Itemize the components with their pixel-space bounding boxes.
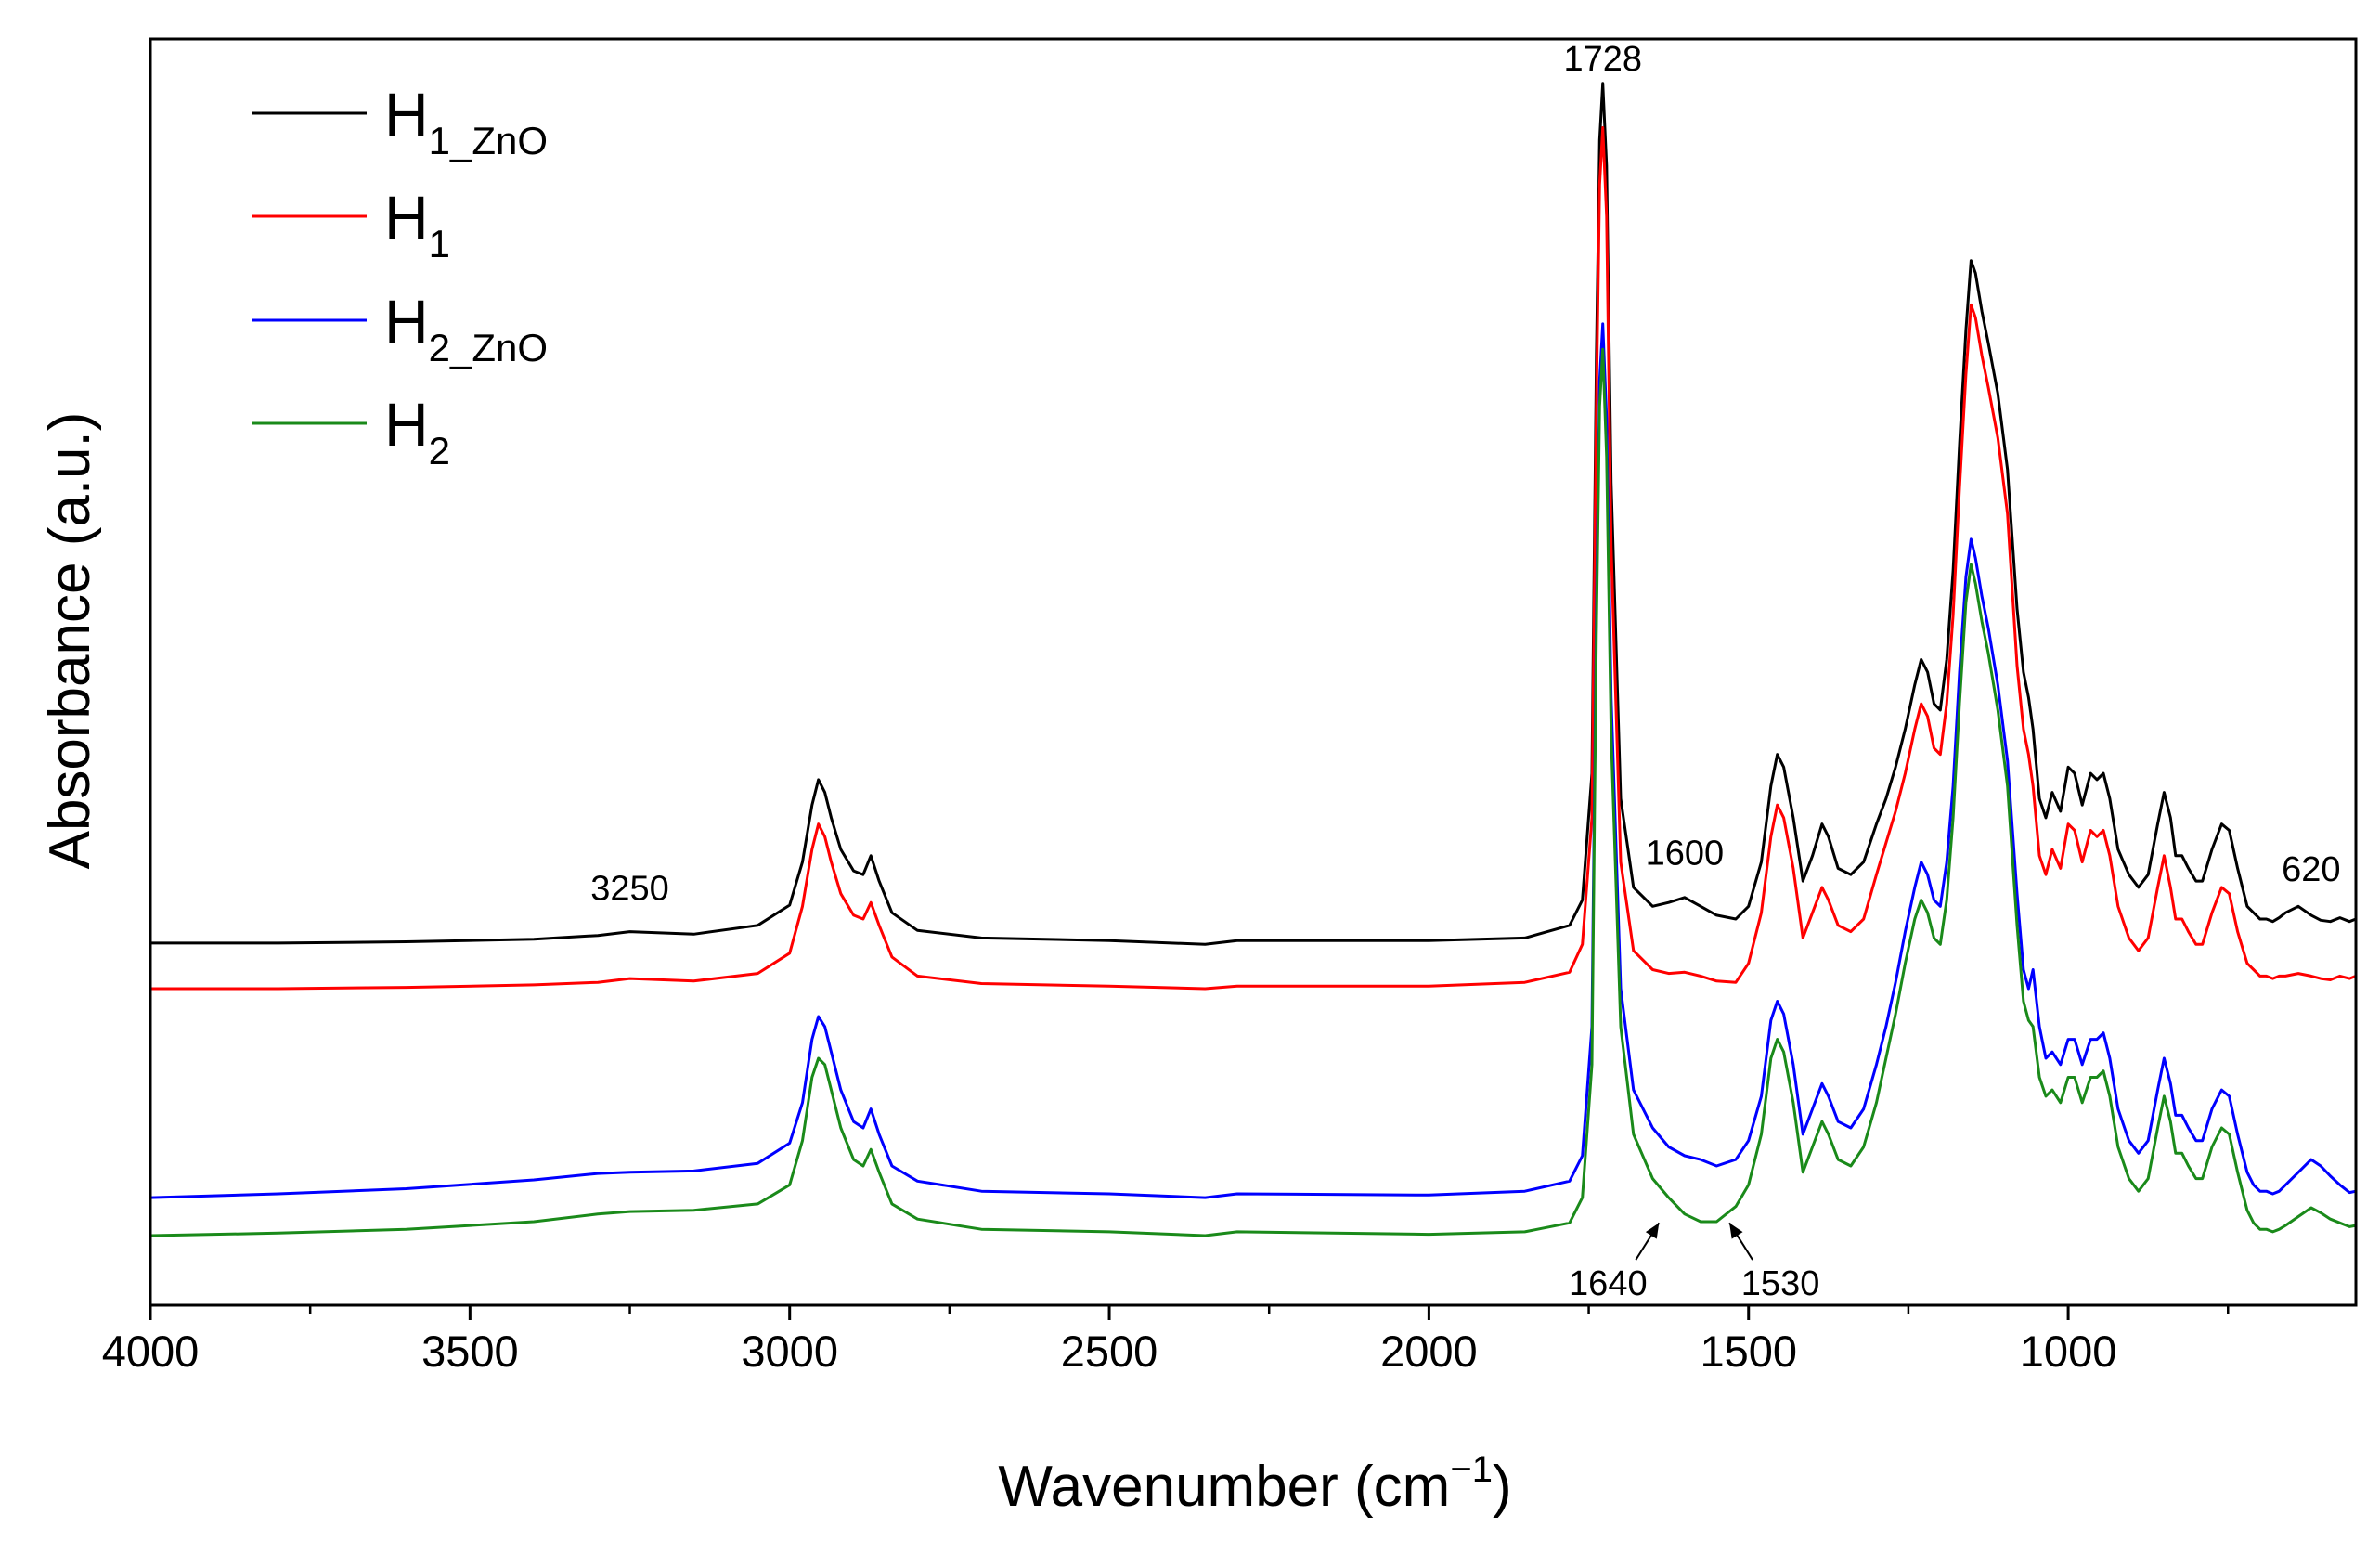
- x-tick-label: 2000: [1380, 1327, 1478, 1376]
- peak-arrowhead-1530: [1729, 1223, 1743, 1239]
- legend-label-h1: H: [384, 183, 429, 252]
- legend: H1_ZnO H1 H2_ZnO H2: [252, 80, 548, 473]
- series-line-h1: [150, 126, 2357, 991]
- plot-frame: [149, 37, 2358, 1307]
- legend-entry-h2-zno: H2_ZnO: [252, 287, 548, 369]
- series-line-h2: [149, 347, 2357, 1237]
- series-line-h2-zno: [149, 322, 2357, 1199]
- peak-label-1600: 1600: [1646, 834, 1725, 873]
- legend-entry-h2: H2: [252, 390, 450, 473]
- x-axis-title-superscript: −1: [1450, 1449, 1493, 1490]
- svg-text:H1_ZnO: H1_ZnO: [384, 80, 548, 162]
- x-tick-label: 3000: [741, 1327, 838, 1376]
- x-tick-label: 3500: [421, 1327, 519, 1376]
- x-tick-label: 2500: [1061, 1327, 1158, 1376]
- legend-label-h2-zno: H: [384, 287, 429, 356]
- x-axis-title: Wavenumber (cm−1): [998, 1449, 1511, 1519]
- peak-label-1640: 1640: [1569, 1264, 1648, 1303]
- x-axis-title-main: Wavenumber (cm: [998, 1455, 1450, 1519]
- legend-sub-h1-zno: 1_ZnO: [429, 119, 548, 162]
- legend-entry-h1-zno: H1_ZnO: [252, 80, 548, 162]
- peak-annotations: 1728 3250 1600 620 1640 1530: [590, 40, 2340, 1303]
- y-axis-title: Absorbance (a.u.): [38, 412, 102, 870]
- svg-text:H2_ZnO: H2_ZnO: [384, 287, 548, 369]
- x-axis-title-close: ): [1493, 1455, 1512, 1519]
- peak-label-3250: 3250: [590, 870, 669, 909]
- x-tick-label: 4000: [102, 1327, 200, 1376]
- legend-sub-h2: 2: [429, 429, 450, 473]
- svg-text:H1: H1: [384, 183, 450, 265]
- legend-entry-h1: H1: [252, 183, 450, 265]
- peak-label-1530: 1530: [1741, 1264, 1820, 1303]
- legend-label-h1-zno: H: [384, 80, 429, 149]
- svg-text:H2: H2: [384, 390, 450, 473]
- x-tick-label: 1000: [2020, 1327, 2117, 1376]
- peak-label-620: 620: [2282, 850, 2340, 889]
- legend-sub-h1: 1: [429, 222, 450, 265]
- legend-sub-h2-zno: 2_ZnO: [429, 326, 548, 369]
- legend-label-h2: H: [384, 390, 429, 459]
- peak-arrowhead-1640: [1645, 1223, 1660, 1239]
- plot-lines: [149, 82, 2357, 1237]
- series-line-h1-zno: [150, 82, 2357, 946]
- x-tick-label: 1500: [1700, 1327, 1797, 1376]
- x-axis-ticks: 4000 3500 3000 2500 2000 1500 1000: [102, 1305, 2230, 1376]
- peak-label-1728: 1728: [1563, 40, 1642, 79]
